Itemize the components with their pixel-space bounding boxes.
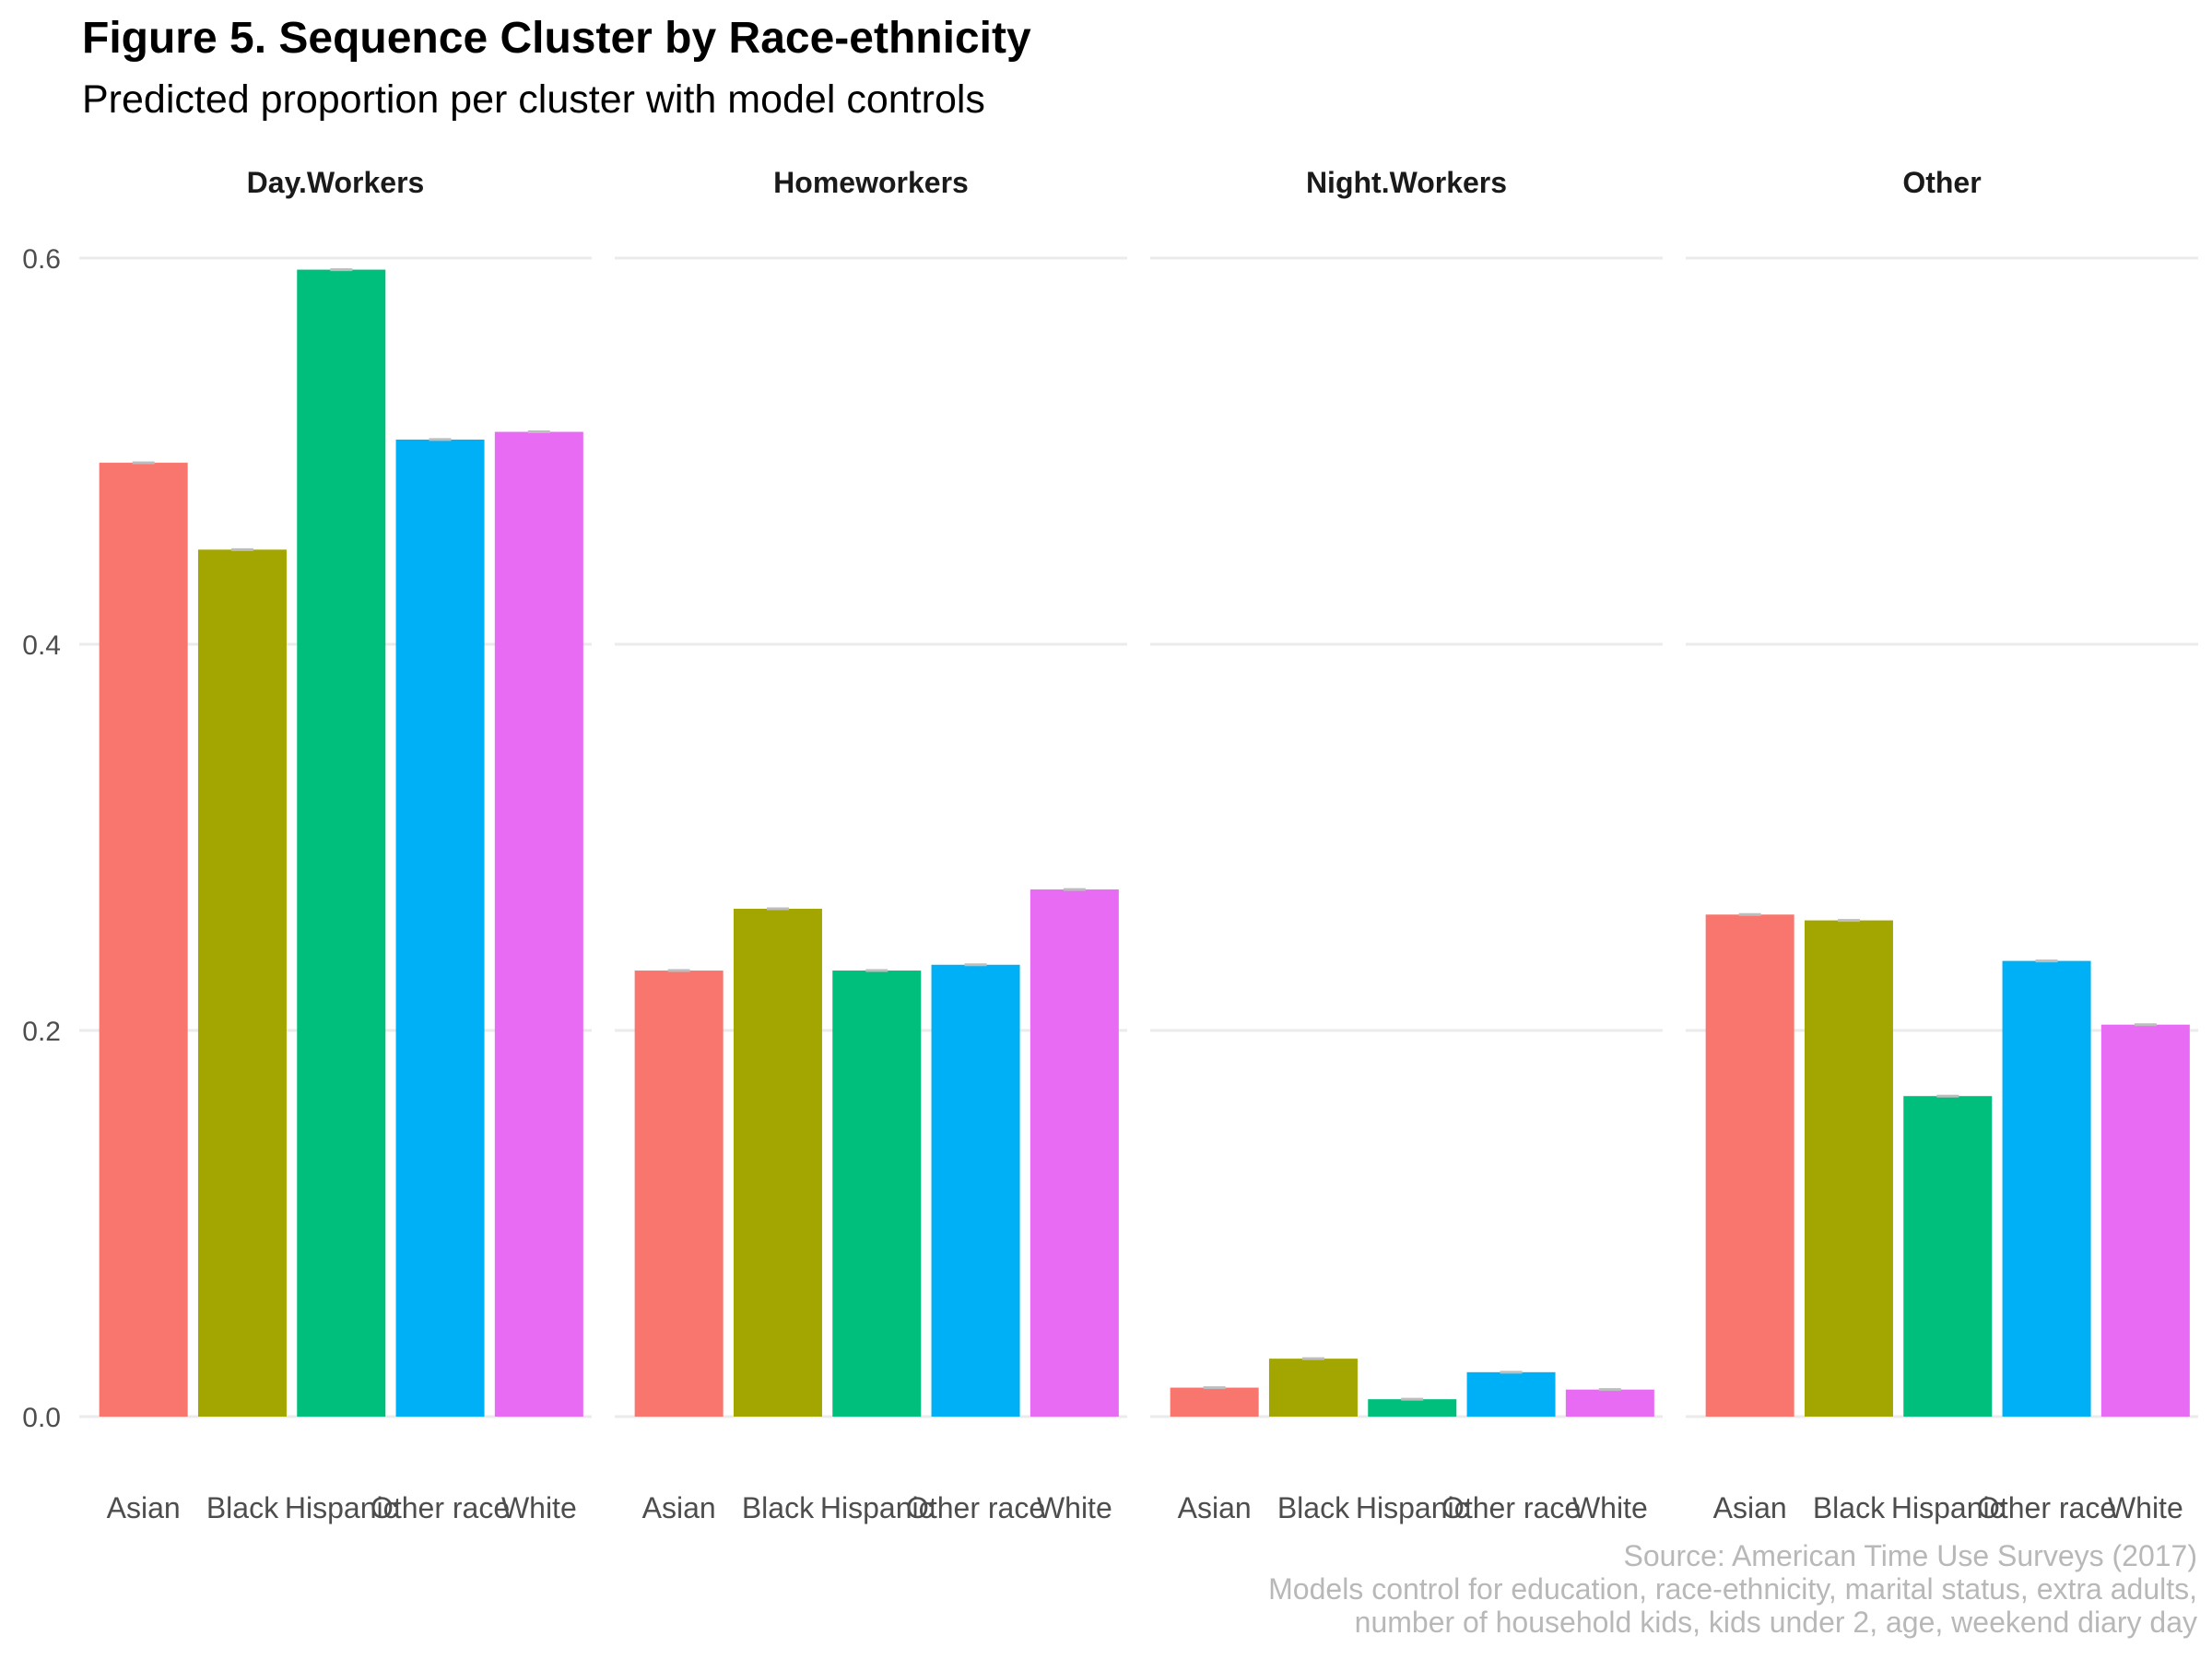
- x-tick-label: Asian: [1178, 1491, 1252, 1524]
- caption-controls-line-2: number of household kids, kids under 2, …: [1354, 1606, 2197, 1639]
- bar-black: [197, 549, 287, 1417]
- x-tick-label: Black: [1277, 1491, 1350, 1524]
- y-tick-label: 0.2: [22, 1017, 61, 1047]
- bar-hispanic: [297, 269, 386, 1417]
- facet-label-homeworkers: Homeworkers: [773, 166, 969, 199]
- bar-white: [1030, 889, 1119, 1417]
- y-tick-label: 0.4: [22, 630, 61, 661]
- bar-black: [1268, 1359, 1358, 1417]
- x-tick-label: Other race: [371, 1491, 510, 1524]
- bar-white: [494, 431, 583, 1417]
- x-tick-label: Hispanic: [820, 1491, 934, 1524]
- x-tick-label: Black: [1813, 1491, 1886, 1524]
- chart-subtitle: Predicted proportion per cluster with mo…: [82, 77, 985, 122]
- x-tick-label: Asian: [642, 1491, 716, 1524]
- x-tick-label: White: [1037, 1491, 1112, 1524]
- x-tick-label: Hispanic: [1891, 1491, 2005, 1524]
- chart-caption: Source: American Time Use Surveys (2017)…: [1268, 1539, 2197, 1639]
- caption-source: Source: American Time Use Surveys (2017): [1623, 1539, 2197, 1572]
- bar-asian: [1170, 1387, 1259, 1417]
- x-tick-label: Asian: [1713, 1491, 1787, 1524]
- bar-black: [733, 909, 822, 1417]
- x-tick-label: Other race: [1441, 1491, 1581, 1524]
- x-tick-label: Black: [742, 1491, 815, 1524]
- caption-controls-line: Models control for education, race-ethni…: [1268, 1572, 2197, 1606]
- y-tick-label: 0.6: [22, 244, 61, 275]
- x-tick-label: White: [501, 1491, 577, 1524]
- facet-label-other: Other: [1902, 166, 1981, 199]
- bar-other-race: [2002, 960, 2091, 1417]
- x-tick-label: Asian: [107, 1491, 181, 1524]
- x-tick-label: Black: [206, 1491, 279, 1524]
- bar-hispanic: [1903, 1096, 1993, 1417]
- bar-asian: [99, 463, 188, 1417]
- y-tick-label: 0.0: [22, 1403, 61, 1433]
- chart-title: Figure 5. Sequence Cluster by Race-ethni…: [82, 14, 1031, 63]
- bar-asian: [634, 971, 724, 1417]
- bar-white: [2100, 1024, 2190, 1417]
- x-tick-label: White: [2108, 1491, 2183, 1524]
- x-tick-label: Other race: [1977, 1491, 2116, 1524]
- bar-black: [1804, 920, 1893, 1417]
- bar-hispanic: [832, 971, 922, 1417]
- x-tick-label: White: [1572, 1491, 1648, 1524]
- x-tick-label: Hispanic: [285, 1491, 398, 1524]
- bar-other-race: [931, 964, 1020, 1417]
- bar-other-race: [1466, 1371, 1556, 1417]
- x-tick-label: Other race: [906, 1491, 1045, 1524]
- bar-white: [1565, 1389, 1654, 1417]
- bar-asian: [1705, 914, 1794, 1417]
- facet-label-night-workers: Night.Workers: [1306, 166, 1507, 199]
- x-tick-label: Hispanic: [1356, 1491, 1469, 1524]
- bar-other-race: [395, 439, 485, 1418]
- facet-label-day-workers: Day.Workers: [247, 166, 425, 199]
- bar-hispanic: [1368, 1399, 1457, 1417]
